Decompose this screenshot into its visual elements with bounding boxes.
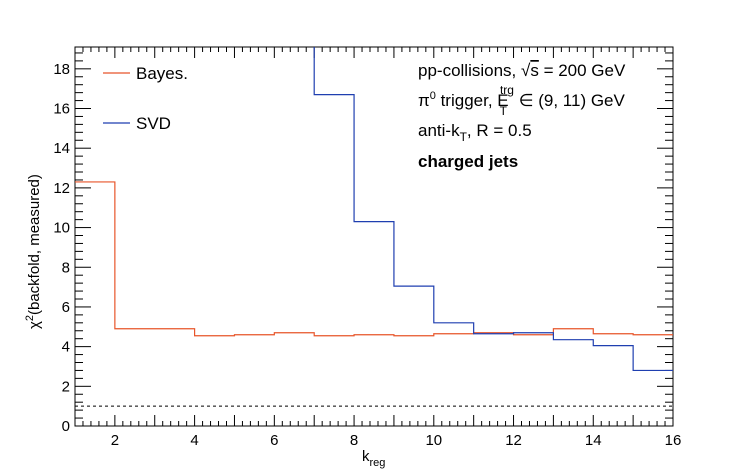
series-line-svd [313, 47, 673, 372]
y-axis-title: χ2(backfold, measured) [24, 174, 43, 329]
annotation-trigger: π0 trigger, E Ttrg ∈ (9, 11) GeV [418, 83, 626, 118]
x-tick-label: 4 [190, 432, 198, 449]
tick-labels: 2 4 6 8 10 12 14 16 0 2 4 6 8 10 12 14 16 18 [53, 61, 681, 449]
x-tick-label: 12 [505, 432, 522, 449]
y-tick-label: 14 [53, 140, 70, 157]
annotation-jet-algorithm: anti-kT, R = 0.5 [418, 121, 532, 144]
axis-ticks [74, 47, 674, 427]
series-layer [75, 47, 673, 372]
y-tick-label: 8 [62, 259, 70, 276]
x-tick-label: 6 [270, 432, 278, 449]
y-tick-label: 16 [53, 101, 70, 118]
x-tick-label: 2 [111, 432, 119, 449]
x-axis-title: kreg [362, 448, 385, 469]
legend-label-svd: SVD [136, 114, 171, 133]
legend: Bayes. SVD [103, 64, 188, 133]
annotation-collisions: pp-collisions, √s = 200 GeV [418, 61, 626, 80]
x-tick-label: 10 [425, 432, 442, 449]
x-tick-label: 16 [665, 432, 682, 449]
y-tick-label: 12 [53, 180, 70, 197]
y-tick-label: 4 [62, 339, 70, 356]
x-tick-label: 14 [585, 432, 602, 449]
y-tick-label: 2 [62, 378, 70, 395]
annotation-jet-type: charged jets [418, 152, 518, 171]
y-tick-label: 0 [62, 418, 70, 435]
y-tick-label: 18 [53, 61, 70, 78]
x-tick-label: 8 [350, 432, 358, 449]
legend-label-bayes: Bayes. [136, 64, 188, 83]
y-tick-label: 6 [62, 299, 70, 316]
plot-frame [74, 46, 674, 427]
annotations: pp-collisions, √s = 200 GeV π0 trigger, … [418, 61, 626, 171]
series-line-bayes [75, 181, 673, 337]
y-tick-label: 10 [53, 220, 70, 237]
